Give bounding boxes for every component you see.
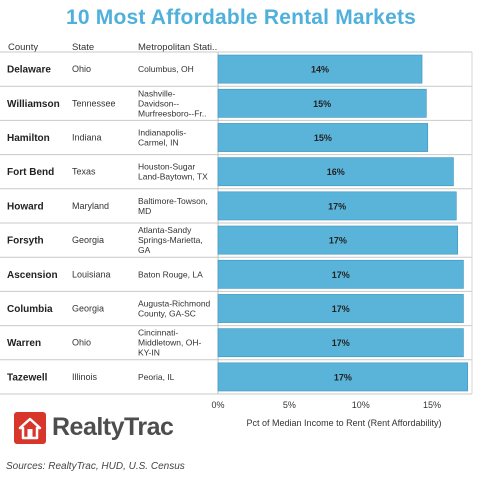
metro-label: Land-Baytown, TX xyxy=(138,172,208,182)
metro-label: Peoria, IL xyxy=(138,372,175,382)
county-label: Williamson xyxy=(7,99,60,110)
bar-value-label: 17% xyxy=(332,304,350,314)
bar-value-label: 17% xyxy=(329,236,347,246)
state-label: Georgia xyxy=(72,304,104,314)
metro-label: Murfreesboro--Fr.. xyxy=(138,108,207,118)
state-label: Texas xyxy=(72,167,96,177)
metro-label: Columbus, OH xyxy=(138,64,194,74)
county-label: Hamilton xyxy=(7,133,50,144)
realtytrac-logo: RealtyTrac xyxy=(14,412,184,446)
bar xyxy=(217,88,427,118)
bar-value-label: 17% xyxy=(328,201,346,211)
metro-label: Cincinnati- xyxy=(138,328,178,338)
county-label: Howard xyxy=(7,201,44,212)
county-label: Tazewell xyxy=(7,372,48,383)
bar-value-label: 16% xyxy=(327,167,345,177)
bar xyxy=(217,123,429,152)
metro-label: Baton Rouge, LA xyxy=(138,269,203,279)
bar xyxy=(217,225,459,255)
county-column-header[interactable]: County xyxy=(8,42,39,53)
state-label: Tennessee xyxy=(72,98,116,108)
metro-label: Middletown, OH- xyxy=(138,338,201,348)
metro-label: GA xyxy=(138,245,151,255)
bar xyxy=(217,54,423,84)
bar xyxy=(217,294,464,323)
house-logo-icon xyxy=(14,412,46,444)
x-axis-label: Pct of Median Income to Rent (Rent Affor… xyxy=(246,418,442,428)
metro-label: MD xyxy=(138,206,151,216)
county-label: Warren xyxy=(7,338,41,349)
state-label: Maryland xyxy=(72,201,109,211)
bar xyxy=(217,362,469,392)
metro-label: Davidson-- xyxy=(138,98,179,108)
state-label: Ohio xyxy=(72,64,91,74)
source-note: Sources: RealtyTrac, HUD, U.S. Census xyxy=(6,461,185,472)
brand-name: RealtyTrac xyxy=(52,413,174,441)
chart-title: 10 Most Affordable Rental Markets xyxy=(65,6,417,29)
state-label: Louisiana xyxy=(72,269,111,279)
bar xyxy=(217,328,464,358)
bar xyxy=(217,259,464,289)
x-tick-label: 15% xyxy=(423,400,441,410)
metro-column-header[interactable]: Metropolitan Stati.. xyxy=(138,42,218,53)
x-tick-label: 10% xyxy=(352,400,370,410)
metro-label: County, GA-SC xyxy=(138,309,196,319)
metro-label: Nashville- xyxy=(138,88,175,98)
bar-value-label: 17% xyxy=(334,372,352,382)
metro-label: KY-IN xyxy=(138,348,160,358)
county-label: Forsyth xyxy=(7,236,44,247)
metro-label: Carmel, IN xyxy=(138,138,179,148)
bar xyxy=(217,157,454,187)
x-tick-label: 0% xyxy=(211,400,224,410)
metro-label: Atlanta-Sandy xyxy=(138,225,192,235)
state-label: Illinois xyxy=(72,372,98,382)
state-label: Ohio xyxy=(72,338,91,348)
x-tick-label: 5% xyxy=(283,400,296,410)
bar-value-label: 17% xyxy=(332,338,350,348)
bar-value-label: 17% xyxy=(332,270,350,280)
metro-label: Baltimore-Towson, xyxy=(138,196,208,206)
bar-value-label: 15% xyxy=(314,133,332,143)
county-label: Delaware xyxy=(7,65,51,76)
state-label: Georgia xyxy=(72,235,104,245)
bar-value-label: 15% xyxy=(313,99,331,109)
state-label: Indiana xyxy=(72,133,102,143)
bar xyxy=(217,191,457,221)
county-label: Fort Bend xyxy=(7,167,54,178)
bar-chart: Delaware Ohio Columbus, OH 14% Williamson Ten… xyxy=(0,51,473,410)
state-column-header[interactable]: State xyxy=(72,42,95,53)
metro-label: Augusta-Richmond xyxy=(138,299,211,309)
county-label: Ascension xyxy=(7,270,58,281)
metro-label: Houston-Sugar xyxy=(138,162,195,172)
county-label: Columbia xyxy=(7,304,53,315)
metro-label: Indianapolis- xyxy=(138,128,186,138)
bar-value-label: 14% xyxy=(311,65,329,75)
metro-label: Springs-Marietta, xyxy=(138,235,203,245)
